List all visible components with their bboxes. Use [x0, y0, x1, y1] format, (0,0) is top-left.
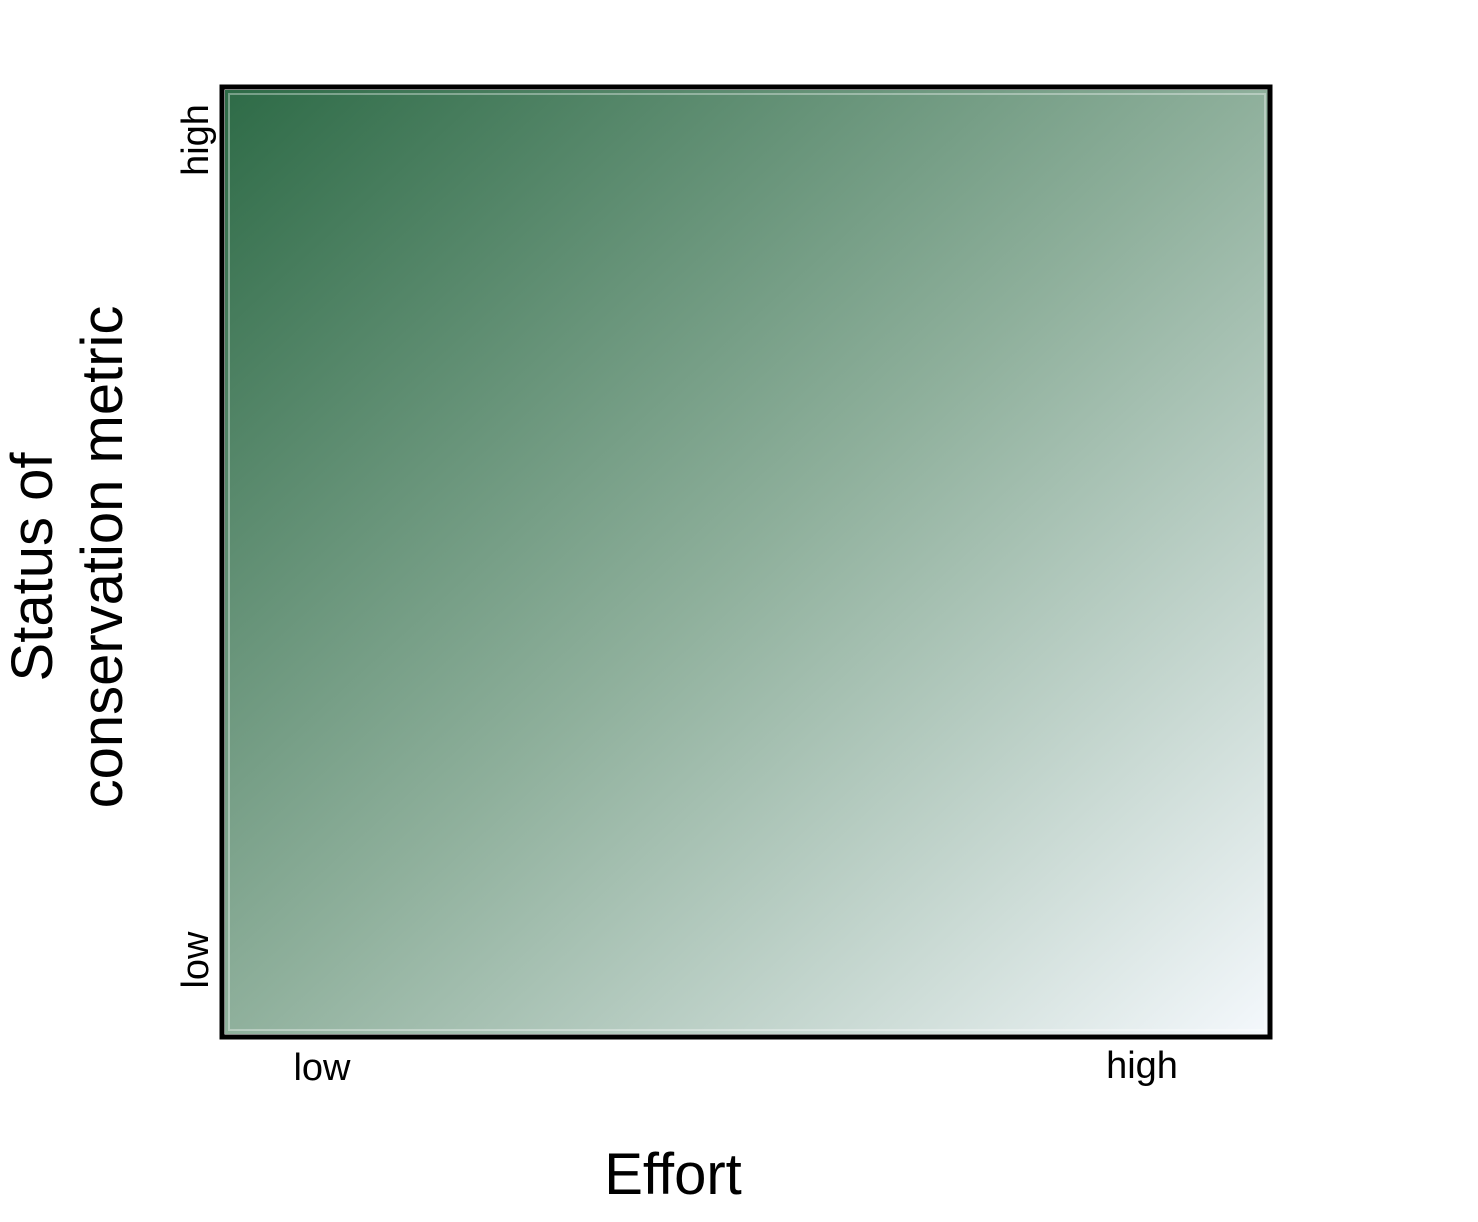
- inner-highlight-frame: [228, 93, 1266, 1031]
- plot-frame: [219, 84, 1273, 1040]
- gradient-field: [225, 90, 1269, 1034]
- y-axis-title-line-2: conservation metric: [70, 306, 135, 809]
- x-tick-label-high: high: [1106, 1045, 1178, 1087]
- y-axis-title-line-1: Status of: [0, 452, 65, 682]
- x-axis-title: Effort: [604, 1142, 742, 1207]
- y-tick-label-low: low: [175, 931, 217, 989]
- x-tick-label-low: low: [293, 1047, 351, 1089]
- y-tick-label-high: high: [175, 104, 217, 176]
